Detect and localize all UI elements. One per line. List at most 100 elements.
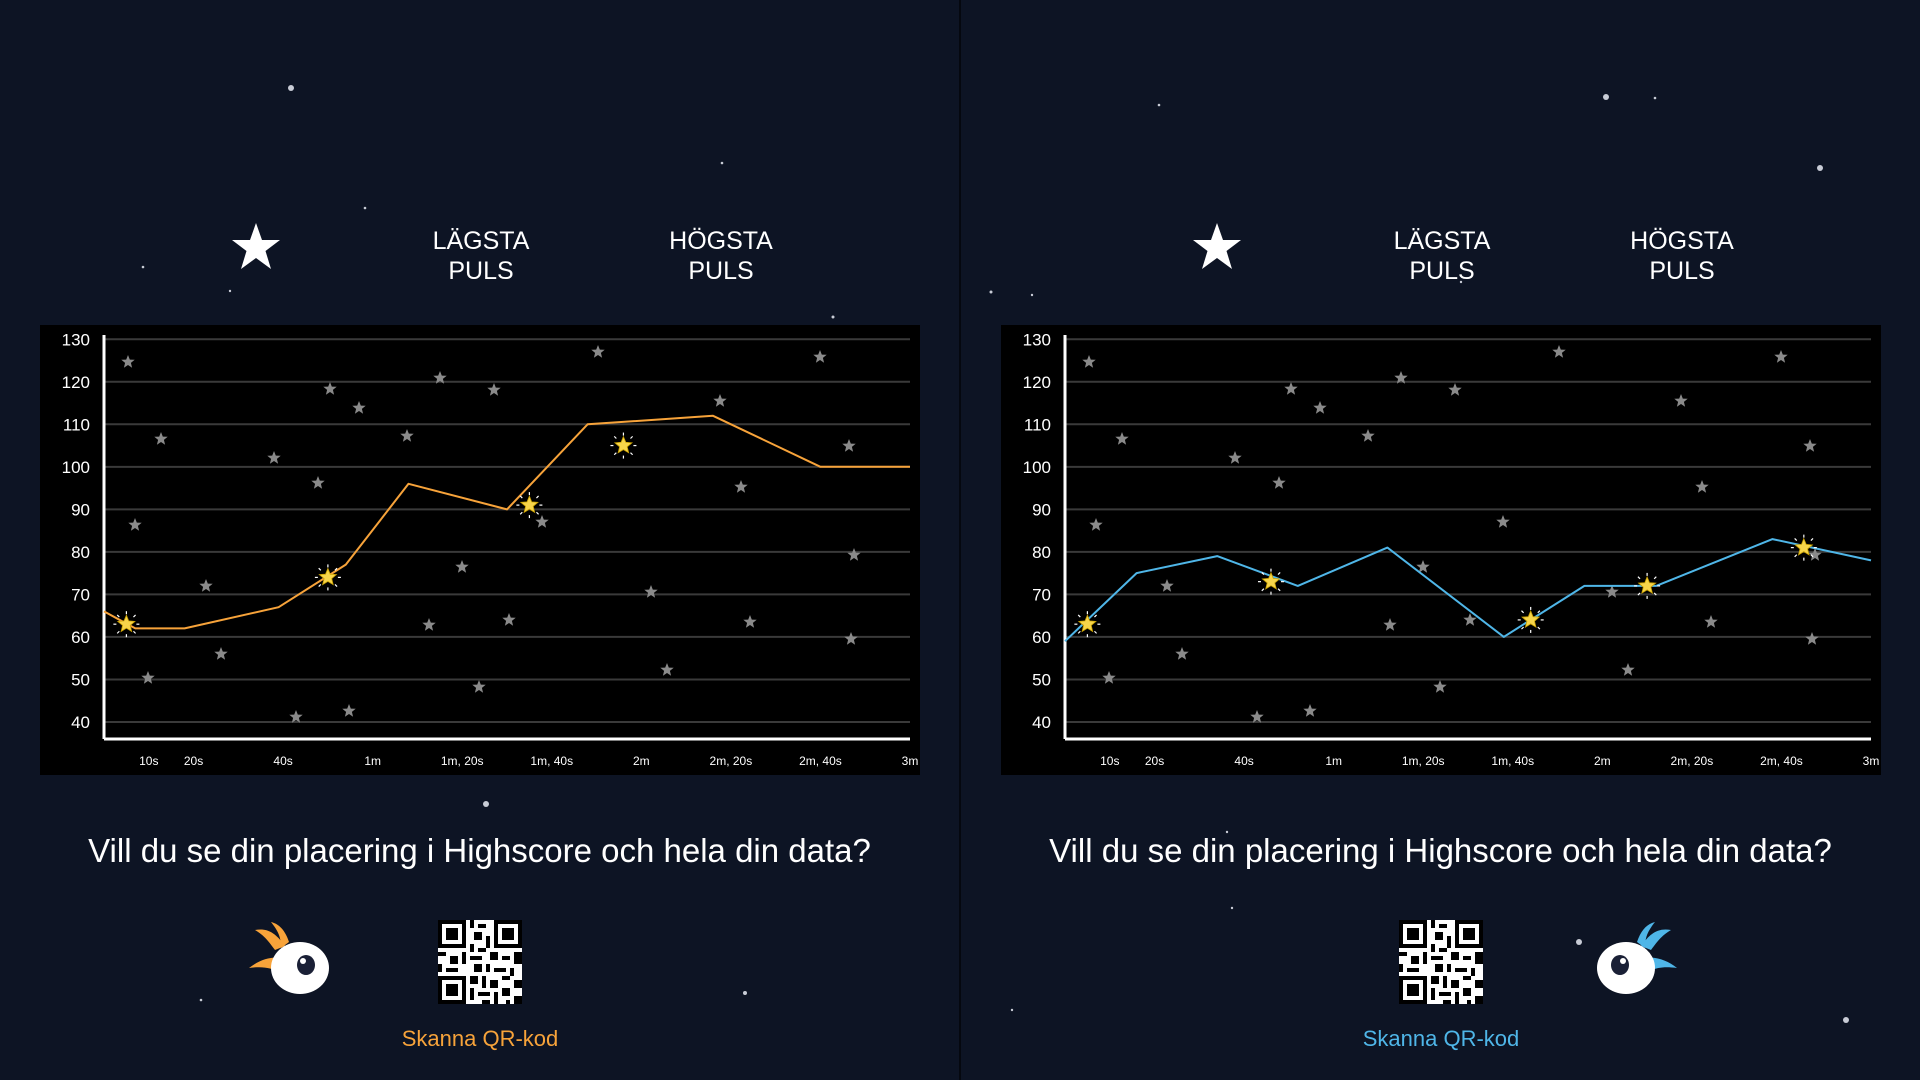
background-star	[1250, 710, 1264, 723]
background-star	[713, 394, 727, 407]
y-tick-label: 100	[62, 458, 90, 477]
background-star	[591, 345, 605, 358]
background-star	[267, 451, 281, 464]
highscore-question: Vill du se din placering i Highscore och…	[88, 832, 871, 869]
background-star	[660, 663, 674, 676]
background-star	[433, 371, 447, 384]
player-panel-right: LÄGSTA PULS HÖGSTA PULS 40 50 60 70 80 90 100 110…	[961, 0, 1920, 1080]
x-tick-label: 20s	[184, 754, 203, 768]
x-tick-label: 40s	[1234, 754, 1253, 768]
y-tick-label: 110	[63, 415, 90, 434]
x-tick-label: 3m	[902, 754, 919, 768]
y-tick-label: 50	[1032, 670, 1051, 689]
highest-pulse-label: HÖGSTA PULS	[1630, 227, 1734, 285]
x-tick-label: 1m	[1325, 754, 1342, 768]
highlight-star-marker	[1634, 572, 1661, 599]
background-star	[1552, 345, 1566, 358]
x-tick-label: 1m, 20s	[441, 754, 484, 768]
highlight-star-marker	[314, 564, 341, 591]
highlight-star-marker	[1517, 606, 1544, 633]
background-star	[214, 647, 228, 660]
background-star	[502, 613, 516, 626]
background-star	[1272, 476, 1286, 489]
scan-qr-label: Skanna QR-kod	[401, 1026, 559, 1051]
lowest-pulse-label: LÄGSTA PULS	[1393, 227, 1491, 285]
background-star	[1695, 480, 1709, 493]
x-tick-label: 2m, 40s	[799, 754, 842, 768]
background-star	[1082, 355, 1096, 368]
pulse-chart-left: 40 50 60 70 80 90 100 110 120 130 10s 20s 40s 1m 1m, 2…	[40, 325, 920, 775]
background-star	[1774, 350, 1788, 363]
x-tick-label: 3m	[1863, 754, 1880, 768]
scan-qr-label: Skanna QR-kod	[1362, 1026, 1520, 1051]
background-star	[1361, 429, 1375, 442]
y-tick-label: 60	[71, 628, 90, 647]
background-star	[644, 585, 658, 598]
background-star	[455, 560, 469, 573]
background-star	[844, 632, 858, 645]
background-star	[141, 671, 155, 684]
y-tick-label: 60	[1032, 628, 1051, 647]
background-star	[1496, 515, 1510, 528]
highlight-star-marker	[1074, 611, 1101, 638]
background-star	[1228, 451, 1242, 464]
y-tick-label: 70	[1032, 585, 1051, 604]
y-tick-label: 80	[1032, 543, 1051, 562]
background-star	[342, 704, 356, 717]
background-star	[1463, 613, 1477, 626]
background-star	[734, 480, 748, 493]
pulse-line	[103, 414, 910, 630]
background-star	[289, 710, 303, 723]
pulse-chart-svg: 40 50 60 70 80 90 100 110 120 130 10s 20s 40s 1m 1m, 2…	[1023, 330, 1880, 768]
pulse-chart-right: 40 50 60 70 80 90 100 110 120 130 10s 20s 40s 1m 1m, 2…	[1001, 325, 1881, 775]
lowest-pulse-label: LÄGSTA PULS	[432, 227, 530, 285]
x-tick-label: 40s	[273, 754, 292, 768]
background-star	[1115, 432, 1129, 445]
background-star	[1284, 382, 1298, 395]
background-star	[1433, 680, 1447, 693]
background-star	[1805, 632, 1819, 645]
y-tick-label: 100	[1023, 458, 1051, 477]
x-tick-label: 1m, 20s	[1402, 754, 1445, 768]
background-star	[154, 432, 168, 445]
x-tick-label: 2m, 20s	[710, 754, 753, 768]
y-tick-label: 130	[1023, 330, 1051, 349]
highlight-star-marker	[610, 432, 637, 459]
y-tick-label: 80	[71, 543, 90, 562]
background-star	[323, 382, 337, 395]
background-star	[352, 401, 366, 414]
highlight-star-marker	[1790, 534, 1817, 561]
background-star	[1621, 663, 1635, 676]
background-star	[1160, 579, 1174, 592]
y-tick-label: 130	[62, 330, 90, 349]
background-star	[422, 618, 436, 631]
pulse-line	[1064, 538, 1872, 642]
background-star	[1704, 615, 1718, 628]
highlight-star-marker	[516, 492, 543, 519]
x-tick-label: 2m, 20s	[1671, 754, 1714, 768]
x-tick-label: 2m	[633, 754, 650, 768]
qr-code[interactable]	[1399, 920, 1483, 1004]
blue-mascot-icon	[1597, 922, 1677, 994]
background-star	[1803, 439, 1817, 452]
y-tick-label: 50	[71, 670, 90, 689]
background-star	[1674, 394, 1688, 407]
qr-code[interactable]	[438, 920, 522, 1004]
background-star	[1383, 618, 1397, 631]
highlight-star-marker	[113, 611, 140, 638]
x-tick-label: 20s	[1145, 754, 1164, 768]
y-tick-label: 90	[71, 500, 90, 519]
qr-code-image	[1399, 920, 1483, 1004]
x-tick-label: 2m	[1594, 754, 1611, 768]
background-star	[487, 383, 501, 396]
y-tick-label: 120	[1023, 373, 1051, 392]
y-tick-label: 70	[71, 585, 90, 604]
background-star	[472, 680, 486, 693]
highest-pulse-label: HÖGSTA PULS	[669, 227, 773, 285]
y-tick-label: 40	[71, 713, 90, 732]
background-star	[1448, 383, 1462, 396]
background-star	[128, 518, 142, 531]
highlight-star-marker	[1257, 568, 1284, 595]
x-tick-label: 10s	[1100, 754, 1119, 768]
background-star	[1102, 671, 1116, 684]
